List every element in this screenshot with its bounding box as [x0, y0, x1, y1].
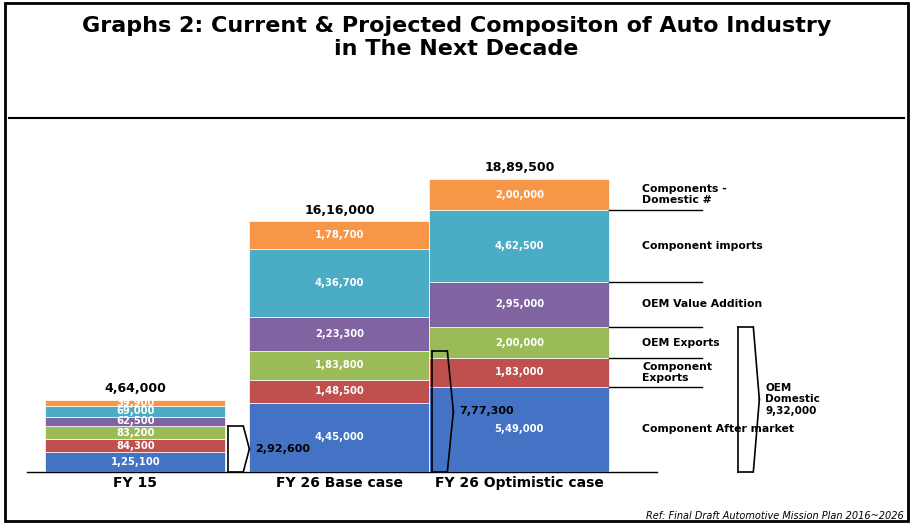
Bar	[249, 351, 429, 380]
Bar	[46, 406, 226, 417]
Text: 62,500: 62,500	[116, 417, 154, 427]
Text: Ref: Final Draft Automotive Mission Plan 2016~2026: Ref: Final Draft Automotive Mission Plan…	[646, 511, 904, 521]
Text: 2,23,300: 2,23,300	[315, 329, 364, 339]
Bar	[429, 281, 609, 328]
Text: 16,16,000: 16,16,000	[304, 204, 374, 217]
Text: 4,45,000: 4,45,000	[315, 432, 364, 442]
Bar	[249, 316, 429, 351]
Text: 1,48,500: 1,48,500	[314, 386, 364, 396]
Text: 4,62,500: 4,62,500	[495, 241, 544, 251]
Text: 39,900: 39,900	[116, 398, 154, 408]
Text: 2,00,000: 2,00,000	[495, 190, 544, 200]
Text: 7,77,300: 7,77,300	[459, 407, 514, 417]
Bar	[46, 452, 226, 472]
Bar	[429, 210, 609, 281]
Text: OEM Value Addition: OEM Value Addition	[643, 300, 762, 310]
Bar	[249, 249, 429, 316]
Bar	[46, 439, 226, 452]
Text: 84,300: 84,300	[116, 441, 154, 451]
Text: Component After market: Component After market	[643, 424, 794, 434]
Bar	[46, 427, 226, 439]
Text: 2,00,000: 2,00,000	[495, 338, 544, 348]
Text: 1,83,000: 1,83,000	[495, 367, 544, 377]
Text: 4,64,000: 4,64,000	[104, 382, 166, 395]
Text: 1,25,100: 1,25,100	[110, 457, 160, 467]
Bar	[429, 387, 609, 472]
Bar	[249, 222, 429, 249]
Text: OEM
Domestic
9,32,000: OEM Domestic 9,32,000	[765, 383, 820, 416]
Text: 2,95,000: 2,95,000	[495, 300, 544, 310]
Text: 69,000: 69,000	[116, 406, 154, 416]
Text: OEM Exports: OEM Exports	[643, 338, 720, 348]
Text: 1,83,800: 1,83,800	[315, 361, 364, 370]
Bar	[46, 400, 226, 406]
Bar	[249, 403, 429, 472]
Bar	[46, 417, 226, 427]
Bar	[249, 380, 429, 403]
Text: 4,36,700: 4,36,700	[315, 278, 364, 288]
Text: 18,89,500: 18,89,500	[484, 161, 554, 174]
Text: 5,49,000: 5,49,000	[495, 424, 544, 434]
Text: Component
Exports: Component Exports	[643, 362, 712, 383]
Bar	[429, 328, 609, 358]
Text: 2,92,600: 2,92,600	[256, 444, 310, 454]
Text: 1,78,700: 1,78,700	[315, 230, 364, 240]
Bar	[429, 358, 609, 387]
Text: Graphs 2: Current & Projected Compositon of Auto Industry
in The Next Decade: Graphs 2: Current & Projected Compositon…	[82, 16, 831, 59]
Text: Component imports: Component imports	[643, 241, 763, 251]
Text: 83,200: 83,200	[116, 428, 154, 438]
Text: Components -
Domestic #: Components - Domestic #	[643, 184, 727, 205]
Bar	[429, 179, 609, 210]
